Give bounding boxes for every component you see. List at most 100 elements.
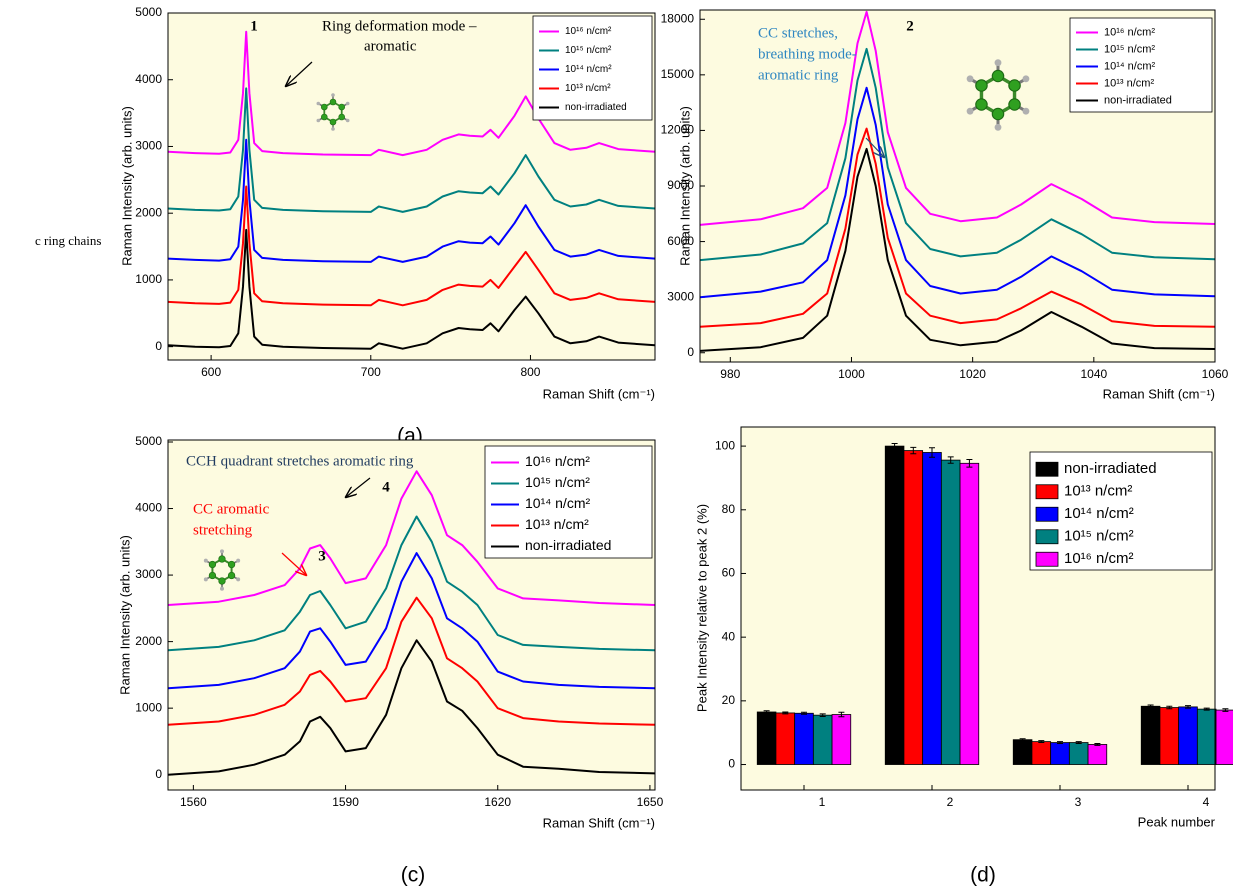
y-tick-label: 5000	[135, 434, 162, 448]
legend-label: non-irradiated	[565, 102, 627, 113]
legend-label: 10¹³ n/cm²	[1064, 483, 1132, 500]
x-tick-label: 980	[720, 367, 740, 381]
annotation: CC aromatic	[193, 501, 270, 517]
y-tick-label: 100	[715, 438, 735, 452]
bar	[1179, 707, 1198, 765]
x-tick-label: 600	[201, 365, 221, 379]
y-tick-label: 0	[728, 757, 735, 771]
legend-label: 10¹⁶ n/cm²	[525, 453, 590, 469]
x-tick-label: 2	[947, 795, 954, 809]
annotation: aromatic	[364, 38, 417, 54]
y-tick-label: 2000	[135, 634, 162, 648]
legend-label: 10¹⁴ n/cm²	[565, 64, 612, 75]
legend-label: 10¹⁴ n/cm²	[525, 495, 590, 511]
y-tick-label: 4000	[135, 72, 162, 86]
legend-label: 10¹³ n/cm²	[565, 83, 611, 94]
bar	[1013, 740, 1032, 765]
y-tick-label: 5000	[135, 5, 162, 19]
legend-label: 10¹⁵ n/cm²	[525, 474, 590, 490]
x-tick-label: 3	[1075, 795, 1082, 809]
y-tick-label: 3000	[135, 567, 162, 581]
legend-label: non-irradiated	[1064, 460, 1157, 477]
bar	[941, 460, 960, 764]
y-axis-label: Peak Intensity relative to peak 2 (%)	[694, 504, 709, 712]
x-axis-label: Raman Shift (cm⁻¹)	[1103, 386, 1215, 401]
y-axis-label: Raman Intensity (arb. units)	[119, 106, 134, 266]
y-tick-label: 0	[687, 345, 694, 359]
legend-label: non-irradiated	[525, 537, 611, 553]
bar	[960, 463, 979, 764]
legend-label: 10¹³ n/cm²	[1104, 77, 1154, 89]
x-tick-label: 1000	[838, 367, 865, 381]
bar	[1069, 743, 1088, 765]
y-tick-label: 0	[155, 767, 162, 781]
x-axis-label: Raman Shift (cm⁻¹)	[543, 815, 655, 830]
bar	[1141, 706, 1160, 764]
y-tick-label: 3000	[667, 289, 694, 303]
bar	[832, 715, 851, 765]
x-tick-label: 1590	[332, 795, 359, 809]
y-tick-label: 4000	[135, 501, 162, 515]
annotation: 3	[318, 548, 326, 564]
legend-label: 10¹⁵ n/cm²	[1104, 43, 1155, 55]
legend-label: 10¹⁶ n/cm²	[1104, 26, 1155, 38]
bar	[795, 713, 814, 764]
figure: c ring chains 01000200030004000500060070…	[0, 0, 1233, 891]
x-axis-label: Peak number	[1138, 814, 1216, 829]
legend-swatch	[1036, 552, 1058, 566]
legend-swatch	[1036, 485, 1058, 499]
panel-label: (c)	[401, 864, 426, 887]
annotation: aromatic ring	[758, 67, 839, 83]
legend-label: non-irradiated	[1104, 94, 1172, 106]
bar	[757, 712, 776, 765]
panel: 010002000300040005000600700800Raman Inte…	[119, 5, 655, 447]
bar	[1088, 744, 1107, 764]
y-axis-label: Raman Intensity (arb. units)	[117, 535, 132, 695]
legend-swatch	[1036, 530, 1058, 544]
x-tick-label: 800	[520, 365, 540, 379]
bar	[813, 715, 832, 764]
annotation: 4	[382, 479, 390, 495]
page: c ring chains 01000200030004000500060070…	[0, 0, 1233, 891]
y-tick-label: 15000	[661, 67, 695, 81]
bar	[1160, 708, 1179, 765]
x-tick-label: 4	[1203, 795, 1210, 809]
y-tick-label: 60	[722, 566, 736, 580]
y-axis-label: Raman Intensity (arb. units)	[677, 106, 692, 266]
legend-label: 10¹⁶ n/cm²	[1064, 550, 1134, 567]
annotation: CCH quadrant stretches aromatic ring	[186, 453, 414, 469]
legend-label: 10¹⁴ n/cm²	[1104, 60, 1156, 72]
legend-label: 10¹⁴ n/cm²	[1064, 505, 1134, 522]
y-tick-label: 18000	[661, 11, 695, 25]
x-tick-label: 1560	[180, 795, 207, 809]
x-axis-label: Raman Shift (cm⁻¹)	[543, 386, 655, 401]
annotation: stretching	[193, 522, 253, 538]
legend-swatch	[1036, 462, 1058, 476]
legend-label: 10¹⁶ n/cm²	[565, 26, 612, 37]
bar	[1216, 710, 1233, 764]
annotation: breathing mode-	[758, 46, 857, 62]
annotation: Ring deformation mode –	[322, 18, 477, 34]
y-tick-label: 0	[155, 339, 162, 353]
x-tick-label: 1650	[637, 795, 664, 809]
y-tick-label: 1000	[135, 700, 162, 714]
y-tick-label: 2000	[135, 205, 162, 219]
x-tick-label: 1040	[1080, 367, 1107, 381]
annotation: 2	[906, 18, 914, 34]
y-tick-label: 40	[722, 629, 736, 643]
bar	[1051, 743, 1070, 765]
bar	[1032, 742, 1051, 765]
x-tick-label: 700	[361, 365, 381, 379]
panel-label: (d)	[970, 864, 996, 887]
bar	[885, 446, 904, 764]
annotation: CC stretches,	[758, 25, 838, 41]
bar	[1197, 709, 1216, 764]
legend-label: 10¹³ n/cm²	[525, 516, 589, 532]
legend-label: 10¹⁵ n/cm²	[1064, 528, 1134, 545]
bar	[923, 452, 942, 764]
x-tick-label: 1020	[959, 367, 986, 381]
